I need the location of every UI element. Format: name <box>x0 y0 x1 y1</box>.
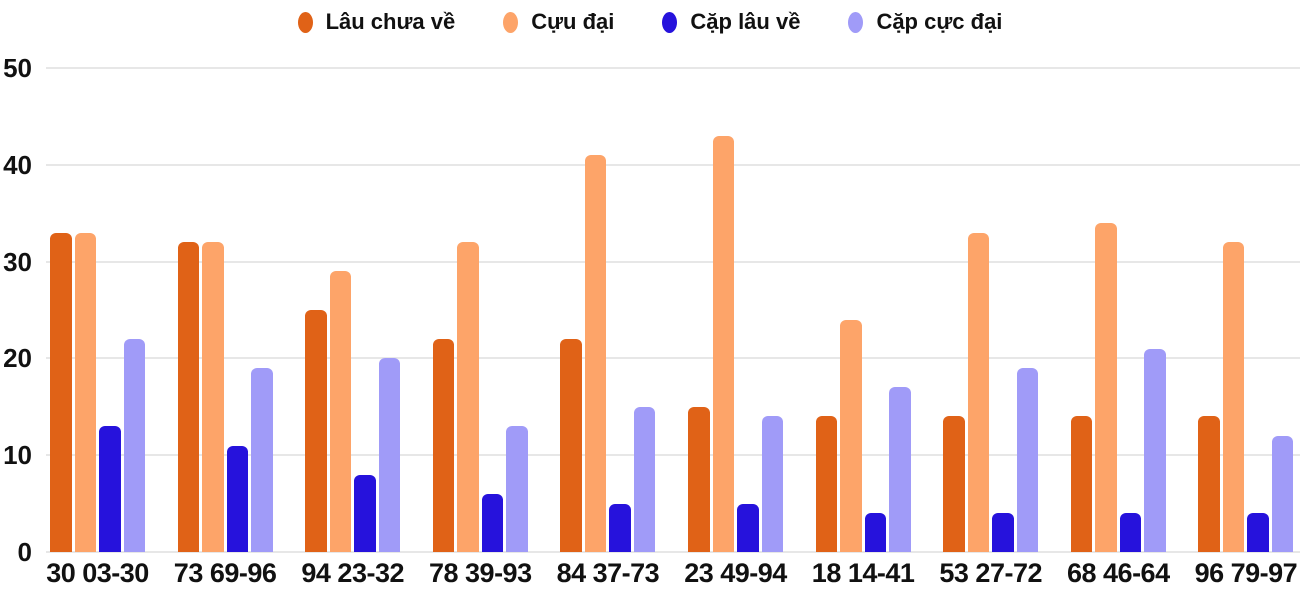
gridline-y40 <box>46 163 1300 166</box>
bar-Cặp lâu về-73 69-96[interactable] <box>226 445 249 552</box>
bar-Cựu đại-23 49-94[interactable] <box>712 135 734 552</box>
legend-swatch-icon <box>297 11 313 33</box>
gridline-y50 <box>46 67 1300 69</box>
bar-Cựu đại-96 79-97[interactable] <box>1222 242 1245 552</box>
legend-label: Cựu đại <box>531 9 615 34</box>
bar-Cựu đại-53 27-72[interactable] <box>967 232 990 552</box>
bar-Lâu chưa về-18 14-41[interactable] <box>815 416 838 552</box>
bar-group-53 27-72 <box>943 0 1039 552</box>
legend-label: Cặp lâu về <box>690 9 801 34</box>
bar-Cặp cực đại-84 37-73[interactable] <box>633 406 656 552</box>
bar-Cặp cực đại-68 46-64[interactable] <box>1144 348 1166 552</box>
x-axis-tick-label: 78 39-93 <box>429 558 532 588</box>
bar-group-30 03-30 <box>50 0 145 552</box>
bar-Cặp cực đại-78 39-93[interactable] <box>506 426 528 552</box>
y-axis-tick-label: 50 <box>3 53 32 83</box>
bar-Cặp cực đại-96 79-97[interactable] <box>1271 435 1294 552</box>
bar-Cặp lâu về-84 37-73[interactable] <box>609 503 631 552</box>
x-axis-tick-label: 18 14-41 <box>811 558 915 588</box>
x-axis-tick-label: 96 79-97 <box>1194 558 1298 588</box>
x-axis-tick-label: 73 69-96 <box>173 558 277 588</box>
bar-Cặp cực đại-94 23-32[interactable] <box>378 358 401 552</box>
bar-group-94 23-32 <box>305 0 401 552</box>
gridline-y10 <box>46 454 1300 457</box>
bar-Cặp lâu về-94 23-32[interactable] <box>354 474 376 552</box>
legend-item-1[interactable]: Cựu đại <box>503 9 614 35</box>
x-axis-tick-label: 23 49-94 <box>684 558 787 588</box>
bar-Cặp lâu về-53 27-72[interactable] <box>992 513 1014 552</box>
x-axis-tick-label: 84 37-73 <box>556 558 660 588</box>
bar-Lâu chưa về-68 46-64[interactable] <box>1070 416 1093 552</box>
legend-swatch-icon <box>662 11 678 33</box>
bar-Lâu chưa về-84 37-73[interactable] <box>560 339 582 552</box>
bar-Cặp cực đại-18 14-41[interactable] <box>889 387 911 552</box>
legend-item-0[interactable]: Lâu chưa về <box>297 9 456 35</box>
x-axis-tick-label: 68 46-64 <box>1067 558 1170 588</box>
legend-label: Cặp cực đại <box>876 9 1003 34</box>
legend-item-2[interactable]: Cặp lâu về <box>662 9 800 35</box>
bar-Cặp lâu về-78 39-93[interactable] <box>481 493 504 552</box>
bar-Cựu đại-94 23-32[interactable] <box>329 271 352 552</box>
bar-Cặp lâu về-68 46-64[interactable] <box>1119 513 1142 552</box>
bar-group-78 39-93 <box>432 0 528 552</box>
x-axis-tick-label: 53 27-72 <box>939 558 1042 588</box>
y-axis-tick-label: 10 <box>3 440 32 471</box>
gridline-y30 <box>46 260 1300 263</box>
bar-Lâu chưa về-53 27-72[interactable] <box>943 416 965 552</box>
bar-Cựu đại-18 14-41[interactable] <box>840 319 862 552</box>
bar-group-18 14-41 <box>815 0 911 552</box>
bar-Lâu chưa về-23 49-94[interactable] <box>688 406 710 552</box>
y-axis-tick-label: 30 <box>3 246 32 277</box>
bar-Cặp lâu về-30 03-30[interactable] <box>99 426 121 552</box>
bar-Cặp lâu về-18 14-41[interactable] <box>864 513 887 552</box>
bar-Cựu đại-78 39-93[interactable] <box>457 242 479 552</box>
bar-Cặp lâu về-23 49-94[interactable] <box>737 503 759 552</box>
legend-swatch-icon <box>848 11 864 33</box>
legend-swatch-icon <box>503 11 519 33</box>
bar-Cựu đại-30 03-30[interactable] <box>74 232 96 552</box>
bar-group-84 37-73 <box>560 0 656 552</box>
bar-group-73 69-96 <box>177 0 273 552</box>
y-axis-tick-label: 20 <box>3 343 32 374</box>
chart-legend: Lâu chưa về Cựu đại Cặp lâu về Cặp cực đại <box>0 0 1300 44</box>
legend-label: Lâu chưa về <box>325 9 456 34</box>
y-axis-tick-label: 0 <box>17 537 32 567</box>
bar-Lâu chưa về-30 03-30[interactable] <box>50 232 72 552</box>
bar-Cặp cực đại-23 49-94[interactable] <box>761 416 783 552</box>
gridline-y0 <box>46 551 1300 553</box>
bar-Cặp cực đại-73 69-96[interactable] <box>251 368 273 552</box>
legend-item-3[interactable]: Cặp cực đại <box>848 9 1002 35</box>
y-axis-tick-label: 40 <box>3 149 32 180</box>
bar-Cựu đại-73 69-96[interactable] <box>202 242 224 552</box>
bar-Cựu đại-84 37-73[interactable] <box>584 155 607 552</box>
bar-Cặp cực đại-30 03-30[interactable] <box>123 339 145 552</box>
bar-group-96 79-97 <box>1198 0 1294 552</box>
bar-group-68 46-64 <box>1070 0 1166 552</box>
bar-Lâu chưa về-73 69-96[interactable] <box>177 242 200 552</box>
x-axis-tick-label: 94 23-32 <box>301 558 404 588</box>
bar-Cặp lâu về-96 79-97[interactable] <box>1247 513 1269 552</box>
bar-group-23 49-94 <box>688 0 783 552</box>
bar-Cặp cực đại-53 27-72[interactable] <box>1016 368 1039 552</box>
bar-Lâu chưa về-96 79-97[interactable] <box>1198 416 1220 552</box>
gridline-y20 <box>46 357 1300 360</box>
bar-Lâu chưa về-94 23-32[interactable] <box>305 310 327 552</box>
bar-Lâu chưa về-78 39-93[interactable] <box>432 339 455 552</box>
x-axis-tick-label: 30 03-30 <box>46 558 149 588</box>
bar-Cựu đại-68 46-64[interactable] <box>1095 222 1117 552</box>
